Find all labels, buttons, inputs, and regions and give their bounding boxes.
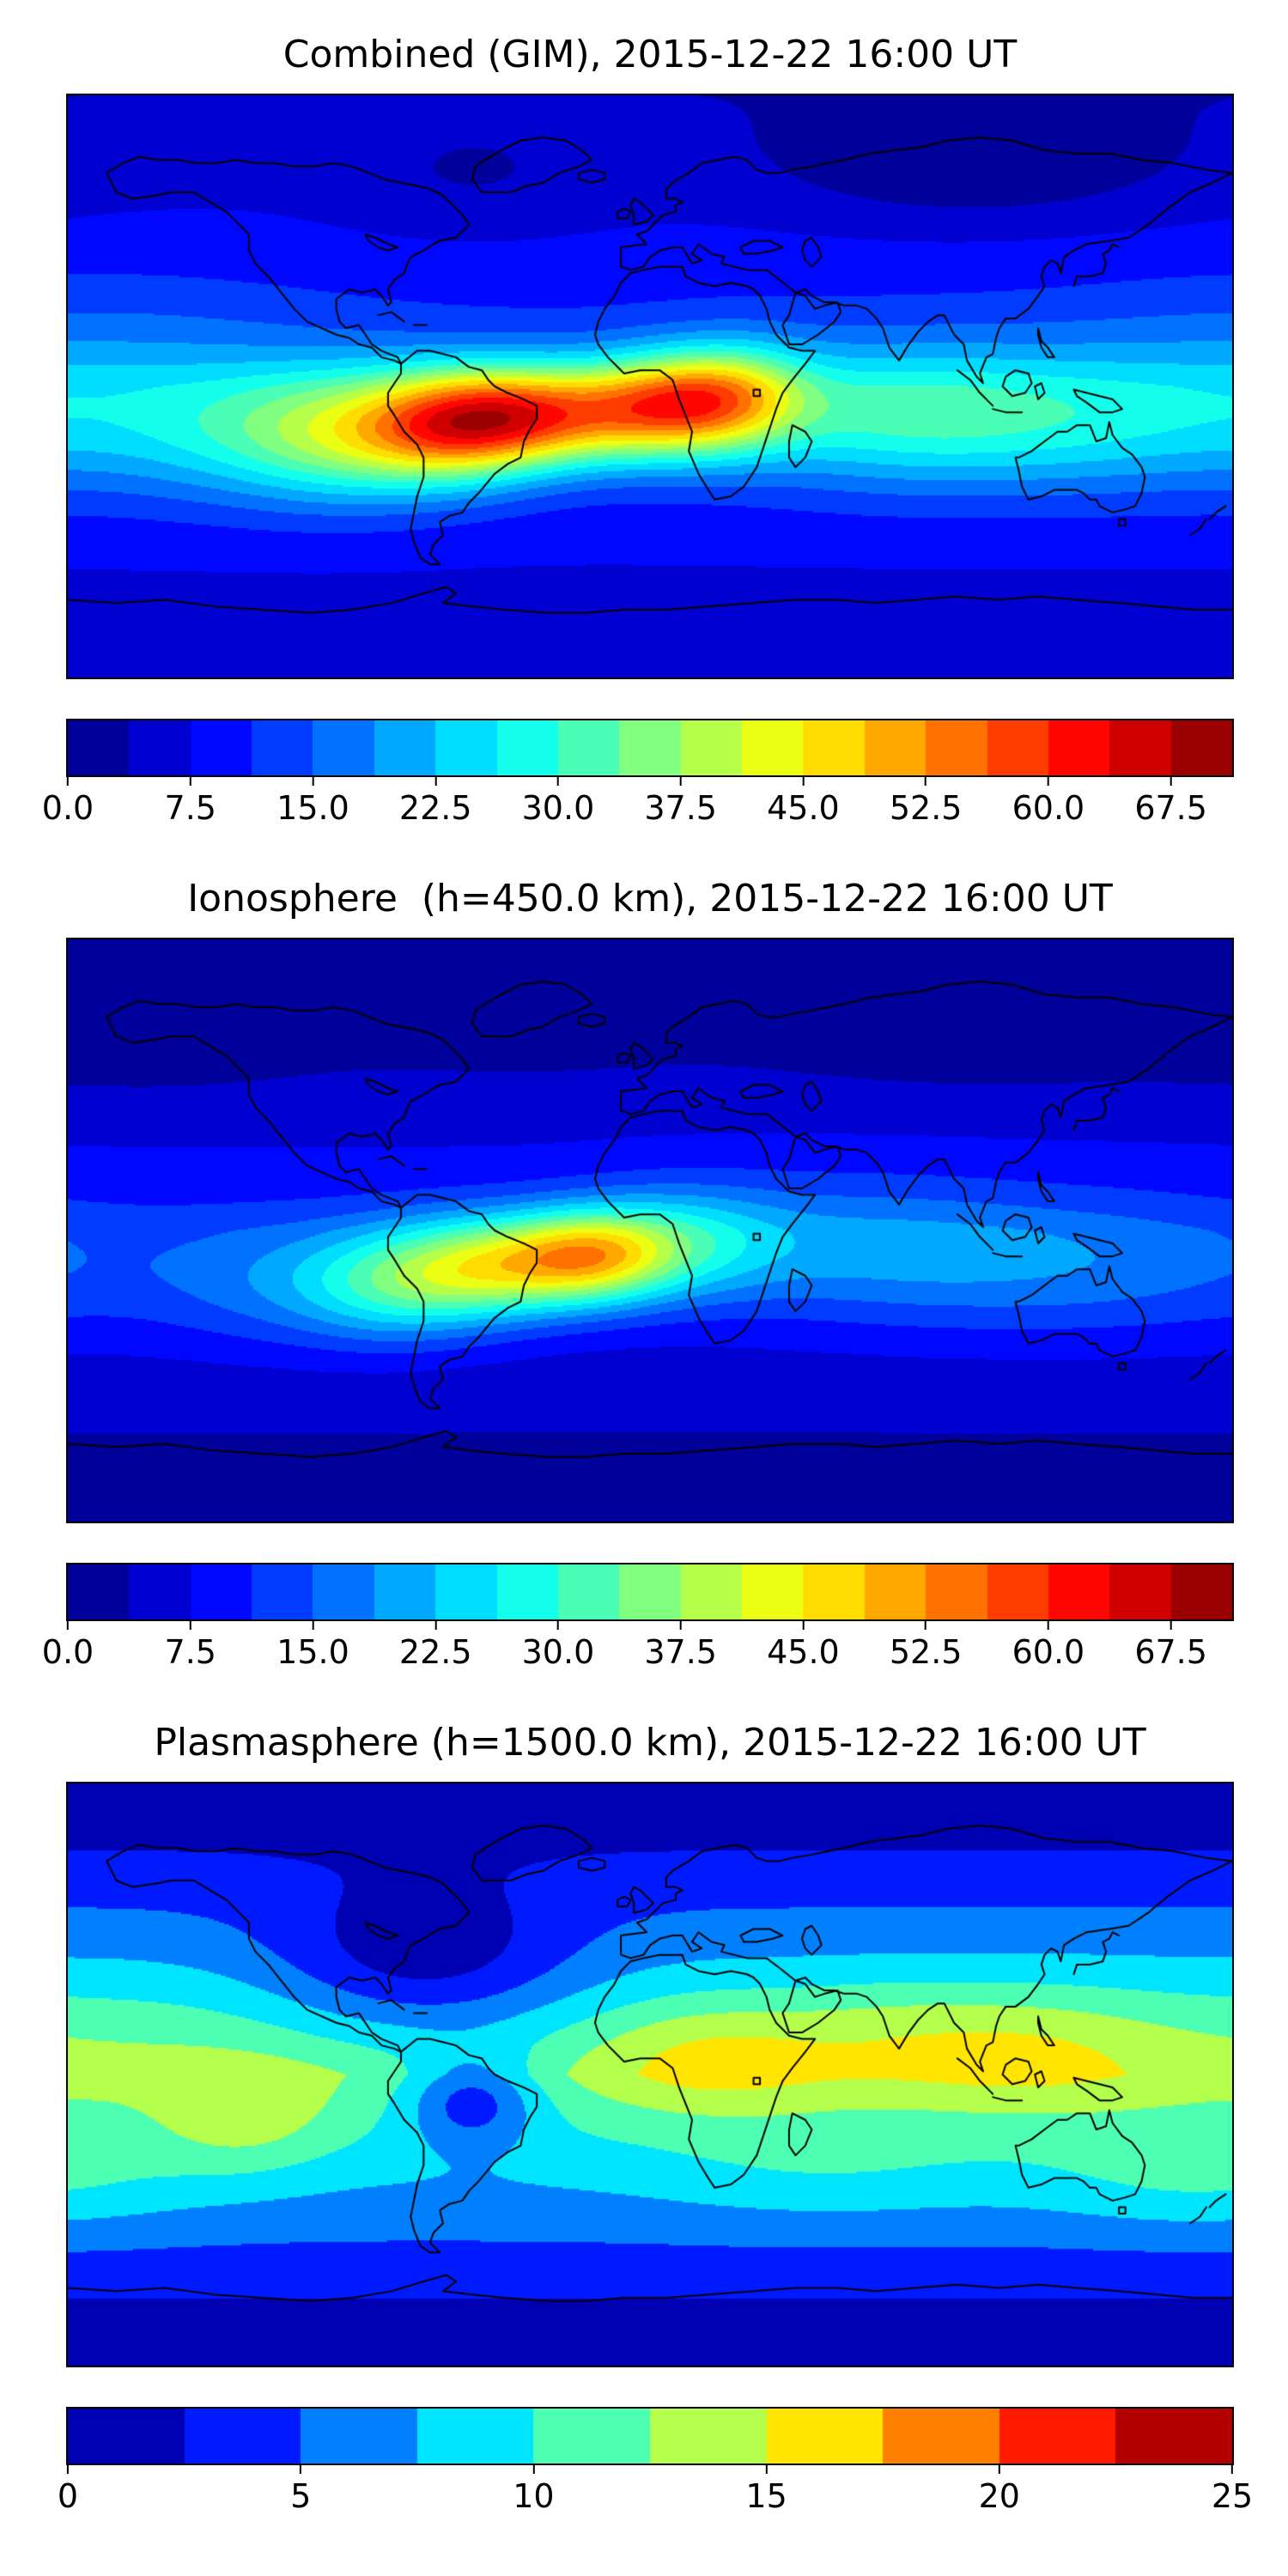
- panel-title-combined: Combined (GIM), 2015-12-22 16:00 UT: [283, 33, 1018, 76]
- colorbar-tick-label: 5: [290, 2465, 311, 2515]
- colorbar-tick-label: 45.0: [767, 777, 840, 827]
- colorbar-tick-label: 67.5: [1134, 1621, 1207, 1671]
- panel-combined-gim: Combined (GIM), 2015-12-22 16:00 UT 0.0 7…: [42, 33, 1234, 827]
- colorbar-tick-label: 45.0: [767, 1621, 840, 1671]
- colorbar-tick-label: 52.5: [890, 1621, 963, 1671]
- figure-tec-maps: Combined (GIM), 2015-12-22 16:00 UT 0.0 7…: [0, 0, 1288, 2515]
- colorbar-tick-label: 22.5: [399, 1621, 472, 1671]
- colorbar-tick-label: 37.5: [644, 1621, 717, 1671]
- tec-map-canvas: [66, 938, 1234, 1523]
- tec-map-canvas: [66, 1782, 1234, 2367]
- colorbar-ticks: 0.0 7.5 15.0 22.5 30.0 37.5 45.0 52.5 60.0 67.5: [42, 777, 1232, 827]
- colorbar-tick-label: 0.0: [42, 1621, 94, 1671]
- colorbar-tick-label: 0.0: [42, 777, 94, 827]
- colorbar-tick-label: 52.5: [890, 777, 963, 827]
- colorbar-tick-label: 7.5: [165, 1621, 216, 1671]
- panel-title-plasmasphere: Plasmasphere (h=1500.0 km), 2015-12-22 1…: [154, 1721, 1146, 1765]
- colorbar-tick-label: 15.0: [276, 777, 349, 827]
- colorbar-ticks: 0 5 10 15 20 25: [58, 2465, 1253, 2515]
- colorbar-canvas: [66, 2407, 1234, 2465]
- colorbar-tick-label: 37.5: [644, 777, 717, 827]
- colorbar-tick-label: 7.5: [165, 777, 216, 827]
- colorbar-tick-label: 0: [58, 2465, 78, 2515]
- colorbar-tick-label: 15: [745, 2465, 787, 2515]
- colorbar-tick-label: 22.5: [399, 777, 472, 827]
- colorbar-tick-label: 30.0: [522, 1621, 595, 1671]
- panel-plasmasphere: Plasmasphere (h=1500.0 km), 2015-12-22 1…: [58, 1721, 1253, 2515]
- colorbar-tick-label: 30.0: [522, 777, 595, 827]
- colorbar-canvas: [66, 1563, 1234, 1621]
- colorbar-ticks: 0.0 7.5 15.0 22.5 30.0 37.5 45.0 52.5 60.0 67.5: [42, 1621, 1232, 1671]
- colorbar-tick-label: 60.0: [1012, 1621, 1085, 1671]
- colorbar-tick-label: 67.5: [1134, 777, 1207, 827]
- colorbar-tick-label: 15.0: [276, 1621, 349, 1671]
- colorbar-canvas: [66, 719, 1234, 777]
- panel-ionosphere: Ionosphere (h=450.0 km), 2015-12-22 16:0…: [42, 877, 1234, 1671]
- panel-title-ionosphere: Ionosphere (h=450.0 km), 2015-12-22 16:0…: [187, 877, 1113, 920]
- colorbar-tick-label: 20: [979, 2465, 1020, 2515]
- tec-map-canvas: [66, 94, 1234, 679]
- colorbar-tick-label: 60.0: [1012, 777, 1085, 827]
- colorbar-tick-label: 10: [513, 2465, 554, 2515]
- colorbar-tick-label: 25: [1212, 2465, 1253, 2515]
